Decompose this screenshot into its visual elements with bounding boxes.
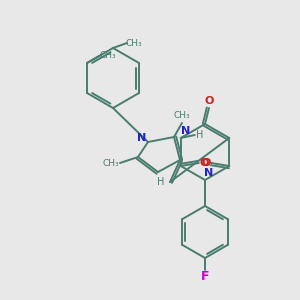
- Text: N: N: [137, 133, 147, 143]
- Text: CH₃: CH₃: [103, 158, 119, 167]
- Text: H: H: [157, 177, 165, 187]
- Text: O: O: [204, 96, 214, 106]
- Text: CH₃: CH₃: [174, 112, 190, 121]
- Text: CH₃: CH₃: [100, 50, 116, 59]
- Text: F: F: [201, 271, 209, 284]
- Text: CH₃: CH₃: [126, 38, 142, 47]
- Text: N: N: [204, 168, 214, 178]
- Text: O: O: [200, 158, 209, 168]
- Text: O: O: [201, 158, 210, 168]
- Text: N: N: [181, 126, 190, 136]
- Text: H: H: [196, 130, 203, 140]
